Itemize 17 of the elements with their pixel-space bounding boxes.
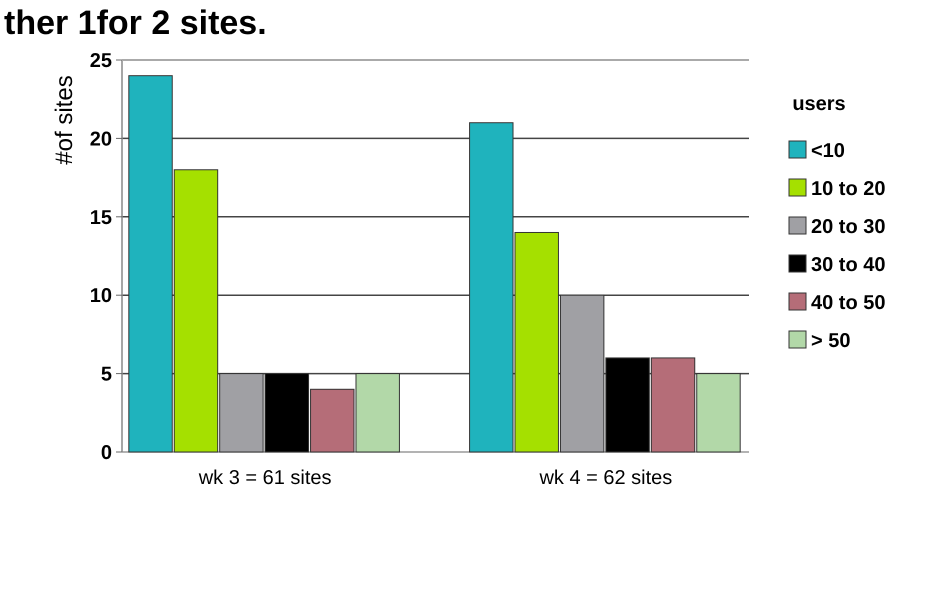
- y-axis-title: #of sites: [51, 75, 78, 165]
- x-tick-label: wk 4 = 62 sites: [538, 467, 672, 489]
- legend-label: 40 to 50: [811, 292, 886, 314]
- x-tick-label: wk 3 = 61 sites: [198, 467, 332, 489]
- legend-label: > 50: [811, 330, 850, 352]
- y-tick-label: 0: [100, 442, 112, 464]
- y-tick-label: 5: [100, 364, 112, 386]
- legend-label: 20 to 30: [811, 216, 886, 238]
- y-tick-label: 25: [90, 50, 112, 72]
- legend-label: <10: [811, 140, 845, 162]
- chart-title: ther 1for 2 sites.: [4, 4, 267, 42]
- y-tick-label: 15: [90, 206, 112, 229]
- legend-label: 10 to 20: [811, 178, 886, 200]
- legend-title: users: [792, 93, 846, 115]
- legend-label: 30 to 40: [811, 254, 886, 276]
- y-tick-label: 20: [90, 128, 112, 150]
- y-tick-label: 10: [90, 285, 112, 308]
